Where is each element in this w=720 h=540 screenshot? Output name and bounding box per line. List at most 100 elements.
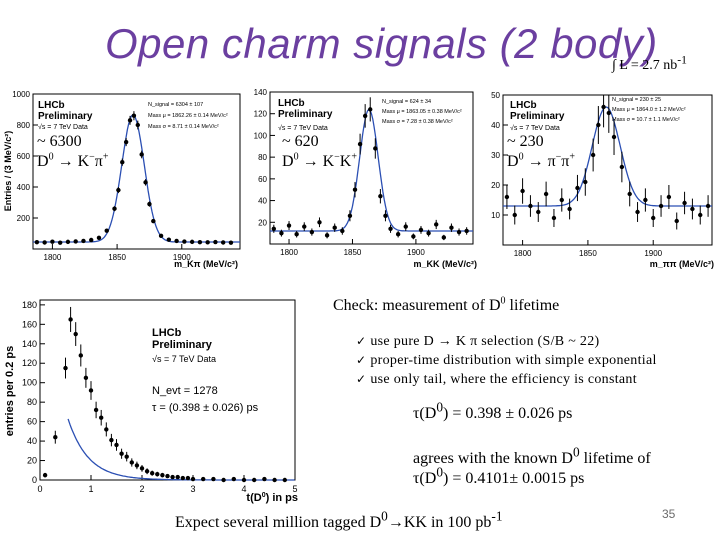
data-point [197,239,203,245]
data-point [139,152,144,157]
x-tick-label: 4 [241,484,246,494]
fit-param-tau: τ = (0.398 ± 0.026) ps [152,402,259,414]
data-point [228,240,234,245]
data-point [551,215,557,221]
y-tick-label: 400 [17,183,31,192]
data-point [78,353,84,358]
data-point [185,475,191,481]
preliminary-label: Preliminary [152,339,213,351]
data-point [403,224,408,229]
data-point [139,466,145,471]
luminosity-text: ∫ L = 2.7 nb [612,58,678,73]
data-point [89,237,94,243]
data-point [34,239,40,245]
data-points-group [34,111,234,245]
data-point [575,185,580,191]
plot-frame [502,94,713,246]
data-point [596,122,601,128]
data-point [241,477,247,483]
data-point [53,434,58,440]
fit-param-n: N_signal = 6304 ± 107 [148,102,203,108]
luminosity-exponent: -1 [677,53,687,67]
y-tick-label: 140 [254,88,268,97]
data-point [73,331,78,337]
check-heading: Check: measurement of D0 lifetime [333,295,560,314]
data-point [302,224,307,229]
lhcb-label: LHCb [510,100,537,111]
y-tick-label: 20 [258,218,267,227]
data-point [180,475,185,481]
pipi-channel-label: D0 → π−π+ [507,151,575,170]
data-point [160,472,165,478]
data-point [705,203,711,209]
data-point [658,203,664,209]
tick-group: 1800 1850 1900 200 400 600 800 1000 [12,90,191,262]
data-point [42,240,47,245]
data-point [426,230,431,236]
data-point [221,477,226,483]
data-point [42,472,48,478]
data-point [175,474,180,480]
energy-label: √s = 7 TeV Data [278,124,328,132]
data-point [211,476,216,482]
data-point [456,229,462,235]
data-point [189,239,195,245]
data-point [174,238,179,244]
data-point [441,235,447,240]
fit-param-sigma: Mass σ = 10.7 ± 1.1 MeV/c² [612,117,680,123]
y-tick-label: 60 [27,417,37,427]
y-tick-label: 180 [22,300,37,310]
y-tick-label: 600 [17,152,31,161]
fit-param-n: N_signal = 624 ± 34 [382,99,431,105]
data-point [340,228,345,234]
data-point [166,237,172,242]
fit-param-sigma: Mass σ = 8.71 ± 0.14 MeV/c² [148,124,219,130]
data-point [528,203,533,209]
list-item: ✓ use only tail, where the efficiency is … [356,372,637,387]
y-tick-label: 40 [491,121,500,130]
data-point [567,206,572,212]
data-point [124,454,129,459]
tick-group: 1800 1850 1900 10 20 30 40 50 [491,91,663,258]
y-tick-label: 20 [491,181,500,190]
lhcb-label: LHCb [38,100,65,111]
y-tick-label: 60 [258,175,267,184]
energy-label: √s = 7 TeV Data [510,124,560,132]
data-point [449,225,454,230]
data-point [504,194,510,200]
plot-frame [32,93,241,250]
x-axis-label: m_KK (MeV/c²) [413,259,477,269]
x-tick-label: 1800 [280,248,298,257]
kk-channel-label: D0 → K−K+ [282,151,357,170]
fit-curve-group [67,418,295,481]
data-point [135,122,140,128]
data-point [635,209,640,215]
data-point [155,471,160,477]
data-point [93,407,99,413]
data-point [434,222,439,227]
data-point [63,365,68,371]
data-point [271,226,277,231]
data-point [119,451,124,456]
x-tick-label: 1800 [44,253,62,262]
data-point [619,164,625,170]
kpi-channel-label: D0 → K−π+ [37,151,109,170]
page-number: 35 [662,507,676,521]
data-point [73,239,78,244]
fit-param-n: N_signal = 230 ± 25 [612,97,661,103]
data-point [611,134,617,140]
data-point [143,180,148,185]
kk-mass-chart: 1800 1850 1900 20 40 60 80 100 120 140 m_KK (MeV/… [254,88,477,269]
data-point [127,118,133,123]
data-point [201,476,206,482]
x-tick-label: 1900 [407,248,425,257]
data-point [279,230,284,236]
data-point [170,474,175,480]
x-tick-label: 1 [88,484,93,494]
y-tick-label: 10 [491,211,500,220]
y-tick-label: 1000 [12,90,30,99]
fit-param-mu: Mass μ = 1863.05 ± 0.38 MeV/c² [382,109,462,115]
data-point [190,476,196,482]
data-point [129,460,134,465]
data-point [388,226,393,231]
